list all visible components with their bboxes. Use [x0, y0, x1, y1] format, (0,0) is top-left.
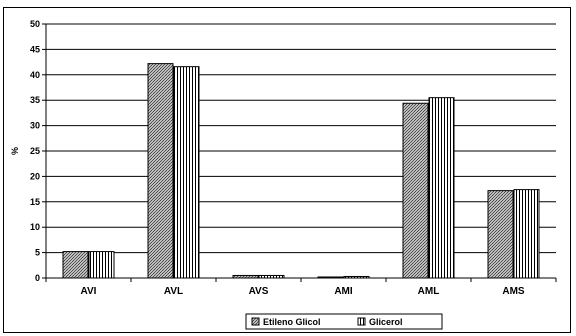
bar-ami-glicerol	[343, 275, 370, 279]
legend-label-glicerol: Glicerol	[369, 317, 403, 327]
bars	[62, 63, 540, 279]
bar-avi-glicerol	[88, 251, 115, 279]
y-tick-label: 50	[30, 19, 40, 29]
x-tick-label: AMS	[502, 286, 525, 297]
y-tick-label: 45	[30, 44, 40, 54]
bar-aml-etileno-glicol	[402, 102, 429, 279]
bar-avi-etileno-glicol	[62, 251, 89, 279]
bar-avs-etileno-glicol	[232, 274, 259, 279]
labels: 0 5 10 15 20 25 30 35 40 45 50% AVI AVL AVS AMI AML AMS	[10, 19, 525, 297]
y-tick-label: 0	[35, 273, 40, 283]
x-tick-label: AMI	[334, 286, 353, 297]
x-tick-label: AML	[418, 286, 440, 297]
y-tick-label: 5	[35, 248, 40, 258]
y-tick-label: 20	[30, 171, 40, 181]
gridlines	[46, 23, 556, 254]
y-tick-label: 10	[30, 222, 40, 232]
bar-avl-glicerol	[173, 66, 200, 279]
x-tick-label: AVI	[81, 286, 97, 297]
y-tick-label: 30	[30, 121, 40, 131]
bar-ami-etileno-glicol	[317, 276, 344, 279]
axes	[42, 23, 557, 282]
bar-avl-etileno-glicol	[147, 63, 174, 279]
bar-aml-glicerol	[428, 97, 455, 279]
legend: Etileno Glicol Glicerol	[245, 313, 443, 330]
bar-ams-etileno-glicol	[487, 190, 514, 279]
chart-frame	[3, 7, 571, 333]
legend-label-etileno-glicol: Etileno Glicol	[263, 317, 321, 327]
y-tick-label: 25	[30, 146, 40, 156]
legend-swatch-etileno-glicol	[251, 317, 260, 326]
y-tick-label: 40	[30, 70, 40, 80]
legend-box	[245, 313, 443, 330]
legend-swatch-glicerol	[357, 317, 366, 326]
x-tick-label: AVS	[249, 286, 269, 297]
bar-avs-glicerol	[258, 274, 285, 279]
bar-ams-glicerol	[513, 189, 540, 279]
y-tick-label: 35	[30, 95, 40, 105]
x-tick-label: AVL	[164, 286, 183, 297]
y-tick-label: 15	[30, 197, 40, 207]
y-axis-label: %	[10, 147, 20, 155]
